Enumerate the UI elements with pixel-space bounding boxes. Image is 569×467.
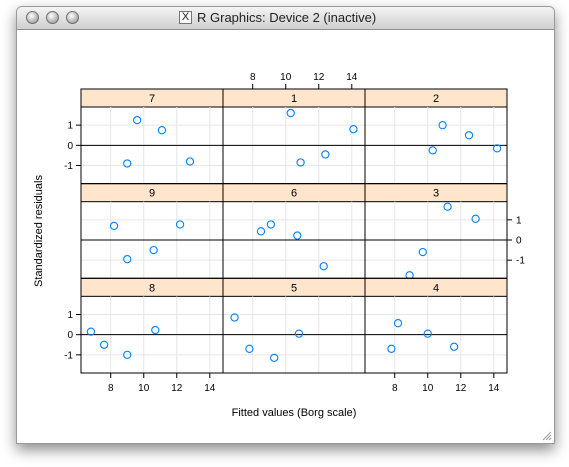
data-point xyxy=(132,115,142,125)
strip-label: 6 xyxy=(291,188,297,200)
x-tick-label: 12 xyxy=(455,383,467,394)
data-point xyxy=(405,271,414,280)
data-point xyxy=(418,247,427,257)
data-point xyxy=(157,126,167,135)
strip-label: 1 xyxy=(291,93,297,105)
strip-label: 7 xyxy=(149,93,155,105)
data-point xyxy=(294,329,304,338)
data-point xyxy=(387,344,396,353)
y-axis-title: Standardized residuals xyxy=(33,175,45,287)
x-tick-label: 8 xyxy=(108,383,114,394)
y-tick-label: -1 xyxy=(64,350,73,361)
data-point xyxy=(423,329,432,338)
x-tick-label: 10 xyxy=(280,72,292,83)
x-tick-label: 8 xyxy=(250,72,256,83)
panel-4 xyxy=(364,277,508,374)
zoom-window-button[interactable] xyxy=(66,11,79,24)
window-title: R Graphics: Device 2 (inactive) xyxy=(197,10,377,25)
data-point xyxy=(319,262,328,271)
x-tick-label: 10 xyxy=(422,383,434,394)
data-point xyxy=(464,131,474,140)
data-point xyxy=(321,150,330,159)
close-window-button[interactable] xyxy=(26,11,39,24)
data-point xyxy=(151,325,160,335)
data-point xyxy=(471,214,480,223)
x-tick-label: 14 xyxy=(346,72,358,83)
title-bar[interactable]: X R Graphics: Device 2 (inactive) xyxy=(17,7,554,30)
strip-label: 9 xyxy=(149,188,155,200)
x-tick-label: 8 xyxy=(392,383,398,394)
resize-grip-icon[interactable] xyxy=(540,429,552,441)
strip-label: 5 xyxy=(291,282,297,294)
strip-label: 8 xyxy=(149,282,155,294)
data-point xyxy=(286,108,295,118)
strip-label: 3 xyxy=(433,188,439,200)
data-point xyxy=(109,221,119,231)
y-tick-label: 1 xyxy=(67,121,73,132)
data-point xyxy=(450,342,459,351)
data-point xyxy=(296,158,305,167)
x-tick-label: 12 xyxy=(313,72,325,83)
data-point xyxy=(86,327,96,336)
y-tick-label: 1 xyxy=(67,310,73,321)
data-point xyxy=(123,255,132,264)
data-point xyxy=(443,202,452,211)
data-point xyxy=(349,125,358,134)
trellis-plot: 7 1 29 6 38 5 48 10 12 148 10 12 148 10 12 14-101-101-1… xyxy=(33,72,525,419)
x-axis-title: Fitted values (Borg scale) xyxy=(232,407,357,419)
data-point xyxy=(99,340,109,349)
data-point xyxy=(293,231,302,240)
data-point xyxy=(256,227,266,236)
data-point xyxy=(492,144,502,153)
x-tick-label: 14 xyxy=(204,383,216,394)
data-point xyxy=(245,344,254,353)
data-point xyxy=(230,313,239,322)
x-tick-label: 14 xyxy=(488,383,500,394)
data-point xyxy=(270,353,279,363)
x-tick-label: 12 xyxy=(171,383,183,394)
data-point xyxy=(428,146,437,155)
data-point xyxy=(438,121,447,130)
y-tick-label: -1 xyxy=(64,161,73,172)
y-tick-label: -1 xyxy=(516,256,525,267)
data-point xyxy=(149,245,158,255)
data-point xyxy=(266,220,276,229)
data-point xyxy=(175,220,185,229)
y-tick-label: 0 xyxy=(67,141,73,152)
strip-label: 2 xyxy=(433,93,439,105)
y-tick-label: 0 xyxy=(516,236,522,247)
data-point xyxy=(123,159,132,168)
minimize-window-button[interactable] xyxy=(46,11,59,24)
data-point xyxy=(393,319,403,328)
x11-icon: X xyxy=(179,11,192,24)
x-tick-label: 10 xyxy=(138,383,150,394)
y-tick-label: 0 xyxy=(67,330,73,341)
strip-label: 4 xyxy=(433,282,439,294)
data-point xyxy=(123,350,132,359)
data-point xyxy=(185,157,195,166)
y-tick-label: 1 xyxy=(516,215,522,226)
